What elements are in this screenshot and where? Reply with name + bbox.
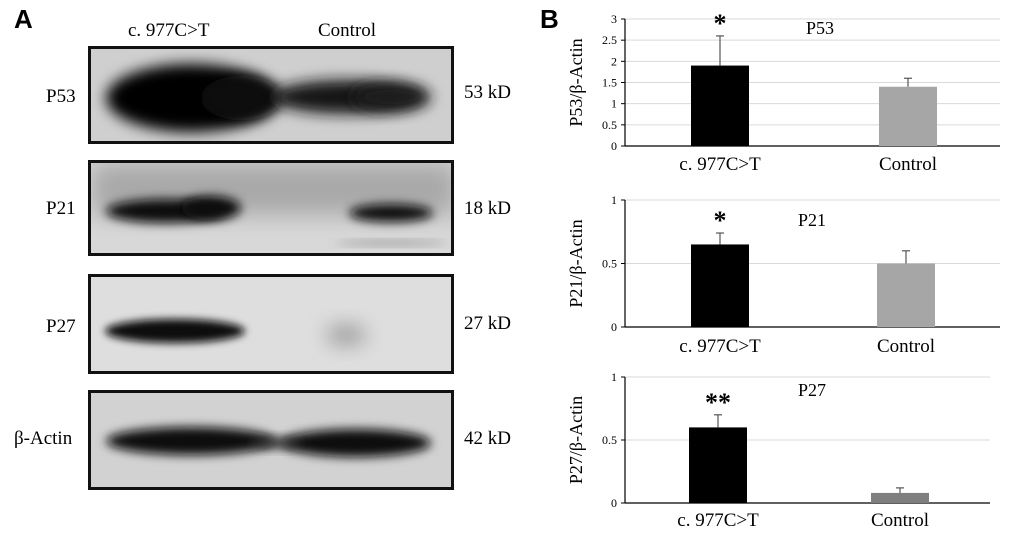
kd-label-actin: 42 kD [464, 428, 511, 449]
chart-p27-bar-mutant [689, 427, 747, 503]
blot-p27-bands [105, 319, 366, 345]
blot-actin-bands [106, 427, 431, 457]
chart-p21-significance: * [714, 206, 727, 235]
blot-p21-bands [91, 163, 451, 245]
chart-p21-ytick-label: 1 [611, 193, 617, 207]
chart-p21-ylabel: P21/β-Actin [566, 219, 586, 307]
chart-p27-bar-control [871, 492, 929, 503]
lane-label-mutant: c. 977C>T [128, 20, 210, 41]
chart-p53-ytick-label: 0 [611, 139, 617, 153]
chart-p53-title: P53 [806, 18, 834, 38]
chart-p53-ytick-label: 0.5 [602, 118, 617, 132]
chart-p21-bar-control [877, 263, 935, 327]
kd-label-p27: 27 kD [464, 313, 511, 334]
blot-p53-bands [106, 64, 431, 132]
blot-label-actin: β-Actin [14, 428, 73, 449]
blot-label-p27: P27 [46, 316, 76, 337]
chart-p21-ytick-label: 0 [611, 320, 617, 334]
chart-p53-ytick-label: 1 [611, 97, 617, 111]
chart-p53-bar-control [879, 86, 937, 146]
chart-p27-category-label: Control [871, 510, 929, 531]
chart-p27-significance: ** [705, 388, 731, 417]
chart-p53-ytick-label: 2.5 [602, 33, 617, 47]
blot-p53 [88, 46, 454, 144]
chart-p27-ylabel: P27/β-Actin [566, 396, 586, 484]
chart-p27-ytick-label: 1 [611, 370, 617, 384]
chart-p53-category-label: Control [879, 154, 937, 175]
blot-actin [88, 390, 454, 490]
blot-p21 [88, 160, 454, 256]
chart-p53-category-label: c. 977C>T [679, 154, 761, 175]
kd-label-p21: 18 kD [464, 198, 511, 219]
blot-p27 [88, 274, 454, 374]
chart-p53-ylabel: P53/β-Actin [566, 38, 586, 126]
chart-p27-ytick-label: 0 [611, 496, 617, 510]
chart-p21-ytick-label: 0.5 [602, 257, 617, 271]
chart-p53-ytick-label: 1.5 [602, 76, 617, 90]
blot-label-p21: P21 [46, 198, 76, 219]
chart-p21-category-label: Control [877, 336, 935, 357]
kd-label-p53: 53 kD [464, 82, 511, 103]
chart-p27-title: P27 [798, 380, 826, 400]
chart-p27-ytick-label: 0.5 [602, 433, 617, 447]
chart-p53-significance: * [714, 9, 727, 38]
chart-p21-category-label: c. 977C>T [679, 336, 761, 357]
chart-p27-category-label: c. 977C>T [677, 510, 759, 531]
panel-b-letter: B [540, 4, 559, 34]
chart-p21-bar-mutant [691, 244, 749, 327]
panel-a-letter: A [14, 4, 33, 34]
chart-p53-ytick-label: 2 [611, 54, 617, 68]
chart-p53-bar-mutant [691, 65, 749, 146]
lane-label-control: Control [318, 20, 377, 41]
chart-p21-title: P21 [798, 210, 826, 230]
chart-p53-ytick-label: 3 [611, 12, 617, 26]
blot-label-p53: P53 [46, 86, 76, 107]
